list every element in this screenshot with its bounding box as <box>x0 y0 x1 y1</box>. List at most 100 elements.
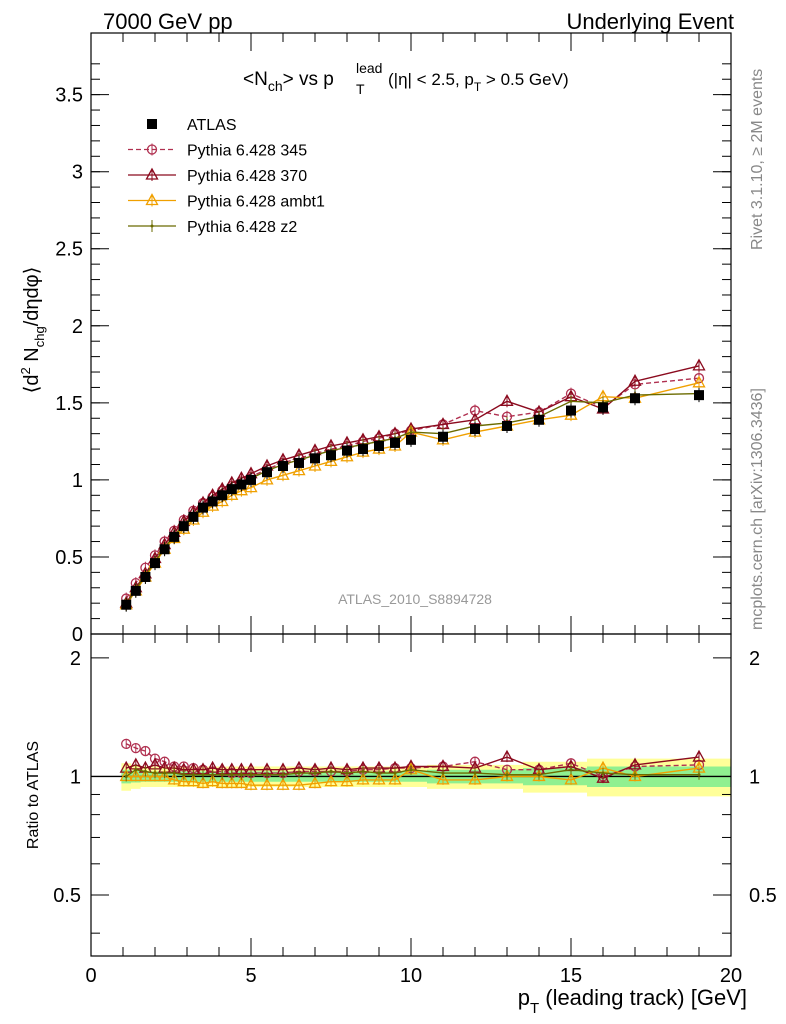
ratio-point <box>436 772 450 785</box>
atlas-data-point <box>246 474 256 485</box>
ratio-point <box>340 774 354 787</box>
data-point <box>225 487 239 500</box>
atlas-data-point <box>159 544 170 555</box>
ratio-ytick-label-right: 2 <box>749 648 760 670</box>
ratio-point <box>356 772 370 785</box>
atlas-data-point <box>198 502 208 513</box>
ratio-point <box>130 742 141 754</box>
atlas-data-point <box>178 521 189 532</box>
ratio-point <box>121 738 132 749</box>
atlas-data-point <box>566 405 576 416</box>
ratio-point <box>532 769 546 782</box>
title-cut-b: > 0.5 GeV) <box>481 70 568 89</box>
plot-title: <Nch> vs p lead T (|η| < 2.5, pT > 0.5 G… <box>243 60 569 97</box>
data-point <box>569 399 573 403</box>
atlas-data-point <box>438 431 448 442</box>
ratio-point <box>158 769 172 782</box>
series-line-2 <box>125 365 700 604</box>
ratio-point <box>292 777 306 790</box>
ratio-point <box>239 773 243 777</box>
ratio-ytick-label: 0.5 <box>53 885 81 907</box>
ratio-point <box>163 771 167 775</box>
ratio-point <box>361 769 365 773</box>
data-point <box>308 458 322 471</box>
legend: ATLAS Pythia 6.428 345 Pythia 6.428 370 Pyt… <box>128 117 325 236</box>
title-main: <N <box>243 69 268 90</box>
legend-label: Pythia 6.428 345 <box>187 143 307 160</box>
ratio-point <box>329 769 333 773</box>
data-point <box>260 472 274 485</box>
ratio-point <box>211 773 215 777</box>
watermark: ATLAS_2010_S8894728 <box>338 591 492 607</box>
ratio-point <box>234 776 248 789</box>
title-cut-a: (|η| < 2.5, p <box>388 70 474 89</box>
atlas-data-point <box>140 571 151 582</box>
ratio-point <box>134 768 138 772</box>
atlas-data-point <box>262 467 272 478</box>
atlas-data-point <box>374 440 384 451</box>
series-line-1 <box>125 377 700 599</box>
ratio-point <box>628 769 642 782</box>
ratio-point <box>313 771 317 775</box>
ratio-plot-area: 0.5 0.51 12 20 5 10 15 20 <box>53 633 777 987</box>
data-point <box>276 467 290 480</box>
xtick-label: 15 <box>560 965 582 987</box>
ratio-point <box>569 768 573 772</box>
ratio-point <box>148 769 162 782</box>
ratio-point <box>265 773 269 777</box>
ytick-label: 2 <box>72 316 83 338</box>
ratio-point <box>393 771 397 775</box>
data-point <box>692 358 706 371</box>
atlas-data-point <box>150 558 160 569</box>
title-cut-sub: T <box>474 80 482 94</box>
ratio-point <box>230 773 234 777</box>
atlas-data-point <box>390 437 400 448</box>
ratio-point <box>249 773 253 777</box>
ratio-point <box>186 774 200 787</box>
ratio-point <box>468 772 482 785</box>
ratio-point <box>473 771 477 775</box>
title-sub: T <box>356 81 365 97</box>
rivet-label: Rivet 3.1.10, ≥ 2M events <box>749 69 766 250</box>
ratio-line-2 <box>126 767 700 786</box>
ratio-point <box>281 773 285 777</box>
ratio-point <box>129 769 143 782</box>
atlas-data-point <box>294 457 304 468</box>
atlas-data-point <box>278 461 288 472</box>
legend-label: Pythia 6.428 370 <box>187 168 307 185</box>
ytick-label: 3.5 <box>55 85 83 107</box>
atlas-data-point <box>358 444 368 455</box>
atlas-data-point <box>694 390 704 401</box>
data-point <box>340 449 354 462</box>
ratio-point <box>177 774 191 787</box>
legend-marker <box>145 193 159 206</box>
legend-label: Pythia 6.428 ambt1 <box>187 194 325 211</box>
atlas-data-point <box>342 445 352 456</box>
title-cut: (|η| < 2.5, pT > 0.5 GeV) <box>388 70 569 94</box>
title-vs: > vs p <box>283 69 334 90</box>
ratio-point <box>260 777 274 790</box>
ratio-ytick-label-right: 0.5 <box>749 885 777 907</box>
ratio-point <box>244 777 258 790</box>
atlas-data-point <box>406 434 416 445</box>
atlas-data-point <box>188 511 199 522</box>
atlas-data-point <box>534 414 544 425</box>
atlas-data-point <box>326 450 336 461</box>
ratio-point <box>276 777 290 790</box>
xtick-label: 0 <box>85 965 96 987</box>
ytick-label: 0.5 <box>55 547 83 569</box>
legend-label: ATLAS <box>187 117 237 134</box>
ratio-point <box>308 776 322 789</box>
main-ylabel: ⟨d2 Nchg/dηdφ⟩ <box>18 267 47 394</box>
atlas-data-point <box>598 402 608 413</box>
ratio-point <box>124 774 128 778</box>
ratio-point <box>596 770 610 783</box>
ratio-point <box>601 771 605 775</box>
ratio-line-0 <box>125 743 700 778</box>
ratio-point <box>345 771 349 775</box>
atlas-data-point <box>226 484 237 495</box>
ratio-ylabel: Ratio to ATLAS <box>25 741 42 849</box>
legend-marker <box>146 144 158 155</box>
ratio-point <box>633 773 637 777</box>
atlas-data-point <box>169 531 180 542</box>
